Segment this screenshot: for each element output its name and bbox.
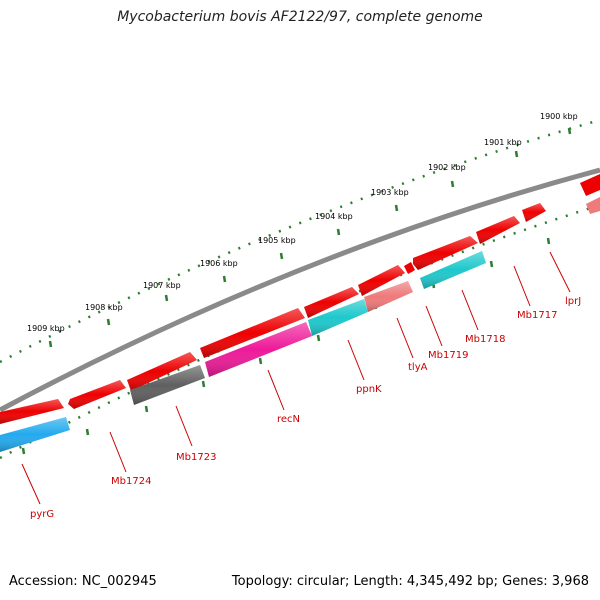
kbp-label-1906: 1906 kbp (200, 259, 238, 268)
gene-arrow[interactable] (68, 380, 126, 409)
inner-major-ticks (21, 237, 551, 455)
label-leader-lines (21, 251, 571, 505)
kbp-label-1903: 1903 kbp (371, 188, 409, 197)
inner-tick-ring (0, 203, 600, 460)
kbp-label-1905: 1905 kbp (258, 236, 296, 245)
gene-arrow[interactable] (476, 216, 520, 244)
kbp-label-1904: 1904 kbp (315, 212, 353, 221)
gene-arrow[interactable] (358, 265, 405, 296)
gene-label-mb1718[interactable]: Mb1718 (465, 334, 505, 345)
accession-text: Accession: NC_002945 (9, 574, 157, 589)
kbp-label-1901: 1901 kbp (484, 138, 522, 147)
gene-arrow[interactable] (586, 197, 600, 214)
kbp-label-1902: 1902 kbp (428, 163, 466, 172)
gene-label-mb1724[interactable]: Mb1724 (111, 476, 151, 487)
gene-label-tlya[interactable]: tlyA (408, 362, 428, 373)
gene-arrow[interactable] (205, 322, 312, 377)
gene-arrow[interactable] (200, 308, 305, 358)
reverse-strand-genes (0, 197, 600, 452)
gene-arrow[interactable] (308, 299, 368, 336)
gene-label-ppnk[interactable]: ppnK (356, 384, 382, 395)
gene-label-pyrg[interactable]: pyrG (30, 509, 54, 520)
gene-arrow[interactable] (522, 203, 546, 222)
gene-arrow[interactable] (304, 287, 359, 318)
gene-arrow[interactable] (364, 281, 413, 312)
outer-major-ticks (48, 127, 572, 348)
kbp-label-1908: 1908 kbp (85, 303, 123, 312)
gene-arrow[interactable] (127, 352, 197, 391)
gene-label-recn[interactable]: recN (277, 414, 300, 425)
gene-arrow[interactable] (0, 399, 64, 424)
gene-arrow[interactable] (420, 251, 486, 289)
gene-label-mb1717[interactable]: Mb1717 (517, 310, 557, 321)
gene-arrow[interactable] (404, 262, 415, 274)
map-title: Mycobacterium bovis AF2122/97, complete … (117, 9, 483, 25)
gene-labels: lprJ Mb1717 Mb1718 Mb1719 tlyA ppnK recN… (30, 296, 581, 520)
gene-label-mb1723[interactable]: Mb1723 (176, 452, 216, 463)
kbp-label-1907: 1907 kbp (143, 281, 181, 290)
forward-strand-genes (0, 174, 600, 424)
gene-arrow[interactable] (0, 417, 70, 452)
genome-backbone (0, 167, 600, 413)
kbp-label-1900: 1900 kbp (540, 112, 578, 121)
gene-label-lprj[interactable]: lprJ (565, 296, 581, 307)
outer-kbp-ring (0, 118, 600, 364)
gene-arrow[interactable] (580, 174, 600, 196)
gene-arrow[interactable] (413, 236, 478, 270)
kbp-label-1909: 1909 kbp (27, 324, 65, 333)
gene-label-mb1719[interactable]: Mb1719 (428, 350, 468, 361)
kbp-labels: 1900 kbp 1901 kbp 1902 kbp 1903 kbp 1904… (27, 112, 578, 333)
genome-summary-text: Topology: circular; Length: 4,345,492 bp… (231, 574, 589, 589)
gene-arrow[interactable] (130, 365, 205, 405)
